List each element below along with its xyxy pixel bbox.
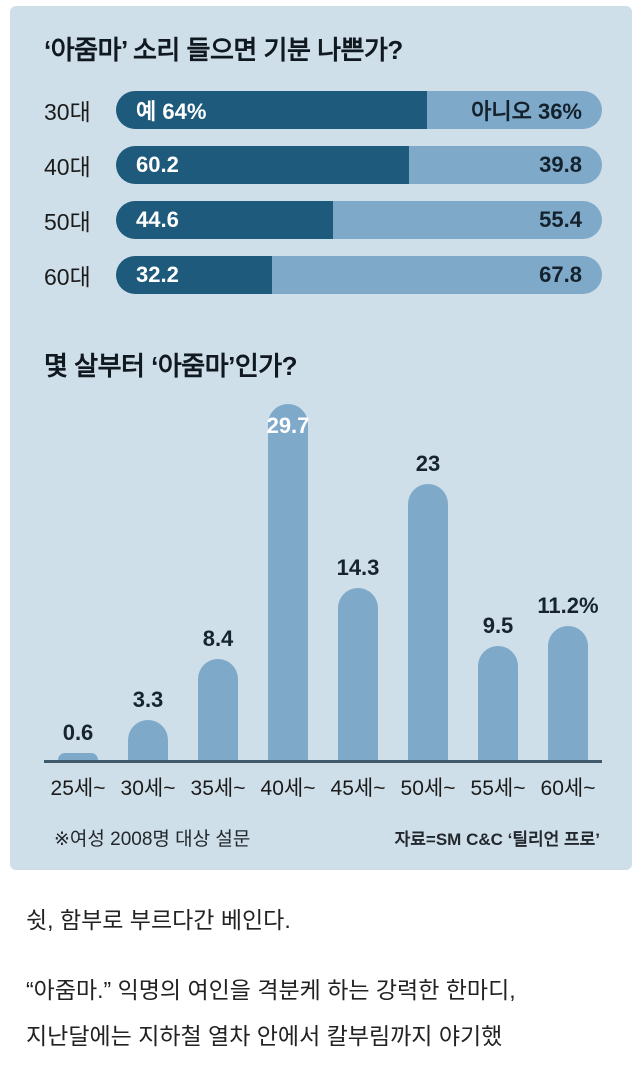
bar-plot: 0.6 3.3 8.4 29.7 14.3 23 9.5 11.2% <box>44 397 602 763</box>
x-axis-label: 45세~ <box>330 777 386 800</box>
age-group-label: 60대 <box>44 264 91 290</box>
bar-column: 23 <box>396 451 460 760</box>
source-footnote: 자료=SM C&C ‘틸리언 프로’ <box>394 830 600 849</box>
age-group-label: 50대 <box>44 209 91 235</box>
bar-value-label: 0.6 <box>62 720 94 745</box>
bar-segment-yes: 예 64% <box>116 91 428 129</box>
bar-column: 0.6 <box>46 720 110 760</box>
x-axis-label: 40세~ <box>260 777 316 800</box>
bar-segment-yes: 60.2 <box>116 146 409 184</box>
bar-value-label: 3.3 <box>132 687 164 712</box>
infographic-panel: ‘아줌마’ 소리 들으면 기분 나쁜가? 30대 예 64% 아니오 36% 40대 6… <box>10 6 632 870</box>
bar-segment-yes: 32.2 <box>116 256 273 294</box>
bar-segment-no: 67.8 <box>272 256 602 294</box>
vertical-bar <box>548 626 588 760</box>
x-axis-labels: 25세~ 30세~ 35세~ 40세~ 45세~ 50세~ 55세~ 60세~ <box>44 772 602 802</box>
x-axis-label: 25세~ <box>50 777 106 800</box>
vertical-bar <box>338 588 378 760</box>
stacked-bar-row: 40대 60.2 39.8 <box>44 146 602 184</box>
bar-segment-no: 아니오 36% <box>427 91 602 129</box>
x-axis-label: 50세~ <box>400 777 456 800</box>
bar-column: 3.3 <box>116 687 180 760</box>
stacked-bar-rows: 30대 예 64% 아니오 36% 40대 60.2 39.8 50대 44.6 55.4 60대… <box>44 91 602 294</box>
x-axis-label: 60세~ <box>540 777 596 800</box>
x-axis-label: 30세~ <box>120 777 176 800</box>
article-line-2: “아줌마.” 익명의 여인을 격분케 하는 강력한 한마디, <box>26 977 516 1003</box>
bar-column: 9.5 <box>466 613 530 760</box>
stacked-bar-row: 50대 44.6 55.4 <box>44 201 602 239</box>
article-line-1: 쉿, 함부로 부르다간 베인다. <box>26 907 291 933</box>
x-axis-label: 55세~ <box>470 777 526 800</box>
bar-segment-yes: 44.6 <box>116 201 333 239</box>
bar-segment-no: 39.8 <box>408 146 602 184</box>
stacked-bar: 32.2 67.8 <box>116 256 602 294</box>
survey-footnote: ※여성 2008명 대상 설문 <box>54 829 251 850</box>
article-text: 쉿, 함부로 부르다간 베인다. “아줌마.” 익명의 여인을 격분케 하는 강… <box>0 906 640 1050</box>
stacked-bar: 60.2 39.8 <box>116 146 602 184</box>
bar-column: 8.4 <box>186 626 250 760</box>
bar-column: 14.3 <box>326 555 390 760</box>
bar-value-label: 11.2% <box>537 593 599 618</box>
bar-column: 29.7 <box>256 404 320 760</box>
bar-segment-no: 55.4 <box>332 201 602 239</box>
stacked-bar: 예 64% 아니오 36% <box>116 91 602 129</box>
bar-value-label: 29.7 <box>266 413 310 438</box>
bar-value-label: 9.5 <box>482 613 514 638</box>
vertical-bar <box>198 659 238 760</box>
bar-value-label: 14.3 <box>336 555 380 580</box>
stacked-bar-row: 60대 32.2 67.8 <box>44 256 602 294</box>
vertical-bar <box>128 720 168 760</box>
vertical-bar <box>58 753 98 760</box>
chart2-title: 몇 살부터 ‘아줌마’인가? <box>44 351 298 381</box>
age-group-label: 30대 <box>44 99 91 125</box>
article-line-3: 지난달에는 지하철 열차 안에서 칼부림까지 야기했 <box>26 1023 503 1049</box>
bar-value-label: 8.4 <box>202 626 234 651</box>
bar-value-label: 23 <box>415 451 441 476</box>
vertical-bar <box>408 484 448 760</box>
vertical-bar <box>478 646 518 760</box>
chart1-title: ‘아줌마’ 소리 들으면 기분 나쁜가? <box>44 35 403 65</box>
stacked-bar: 44.6 55.4 <box>116 201 602 239</box>
age-group-label: 40대 <box>44 154 91 180</box>
stacked-bar-row: 30대 예 64% 아니오 36% <box>44 91 602 129</box>
bar-column: 11.2% <box>536 593 600 760</box>
x-axis-label: 35세~ <box>190 777 246 800</box>
footnotes: ※여성 2008명 대상 설문 자료=SM C&C ‘틸리언 프로’ <box>44 824 602 851</box>
vertical-bar: 29.7 <box>267 404 309 760</box>
